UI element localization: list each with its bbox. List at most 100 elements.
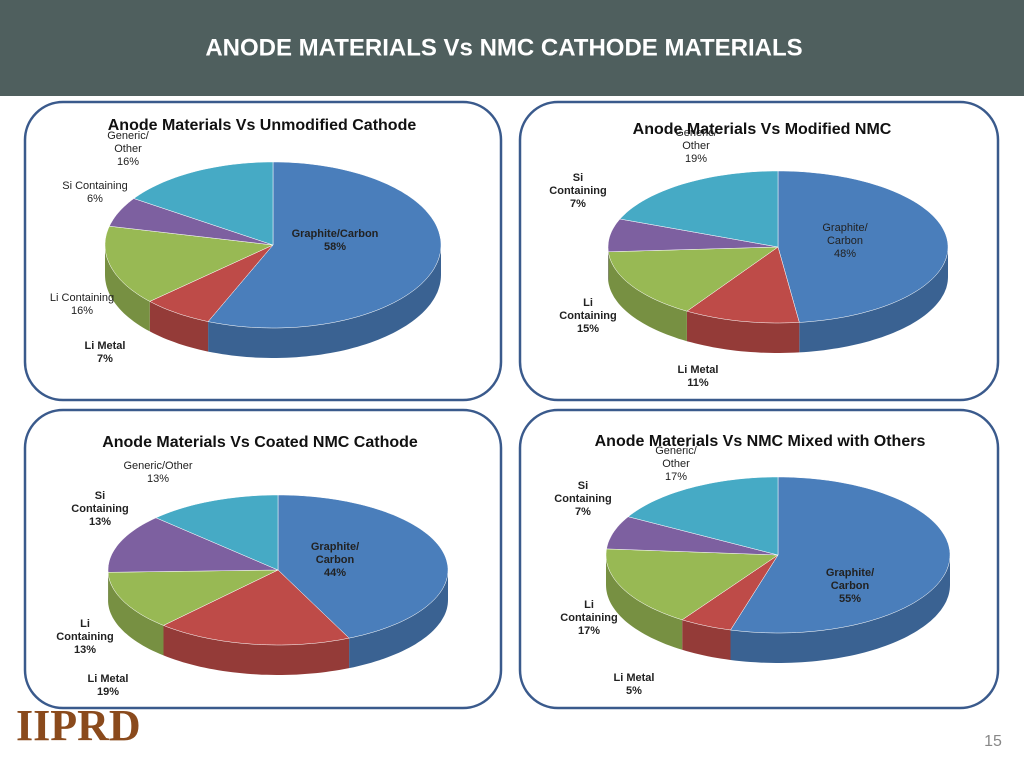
- slice: [681, 554, 779, 631]
- slice: [686, 246, 800, 324]
- slice: [133, 161, 274, 246]
- label-name: Li Containing: [49, 292, 115, 304]
- label-value: 5%: [626, 685, 642, 697]
- panel: [23, 408, 503, 710]
- label-name: Generic/ Other: [675, 127, 717, 152]
- slice: [608, 246, 779, 312]
- chart-title: Anode Materials Vs Unmodified Cathode: [108, 117, 417, 134]
- data-label: Si Containing 7%: [543, 172, 613, 211]
- label-value: 13%: [146, 473, 170, 485]
- page-number: 15: [984, 733, 1002, 750]
- data-label: Generic/ Other 19%: [671, 127, 721, 166]
- slice-side: [730, 555, 950, 663]
- data-label: Graphite/Carbon 58%: [280, 228, 390, 254]
- chart-title: Anode Materials Vs Coated NMC Cathode: [102, 434, 418, 451]
- slice-side: [686, 311, 800, 353]
- data-label: Si Containing 13%: [65, 490, 135, 529]
- label-value: 7%: [575, 506, 591, 518]
- label-value: 19%: [96, 686, 120, 698]
- label-name: Li Metal: [87, 673, 129, 685]
- slice-side: [208, 245, 441, 358]
- slice-side: [163, 625, 350, 675]
- chart-title: Anode Materials Vs NMC Mixed with Others: [595, 433, 926, 450]
- data-label: Si Containing 6%: [60, 180, 130, 206]
- label-value: 48%: [833, 248, 857, 260]
- slice: [109, 198, 274, 246]
- label-name: Li Containing: [56, 618, 114, 643]
- slice: [207, 161, 442, 329]
- label-value: 16%: [70, 305, 94, 317]
- label-value: 13%: [73, 644, 97, 656]
- label-name: Li Metal: [677, 364, 719, 376]
- label-name: Generic/Other: [123, 460, 193, 472]
- label-name: Graphite/ Carbon: [310, 541, 360, 566]
- label-name: Si Containing: [62, 180, 128, 192]
- slice: [607, 218, 779, 253]
- slice-side: [105, 245, 150, 332]
- label-name: Generic/ Other: [655, 445, 697, 470]
- slice: [730, 476, 951, 634]
- slice: [107, 517, 279, 573]
- slice-side: [349, 570, 448, 669]
- panel: [518, 100, 1000, 402]
- data-label: Li Metal 19%: [73, 673, 143, 699]
- slice: [619, 170, 779, 248]
- slice: [277, 494, 449, 639]
- panel: [23, 100, 503, 402]
- data-label: Li Metal 5%: [599, 672, 669, 698]
- label-value: 11%: [687, 377, 709, 389]
- data-label: Generic/ Other 17%: [651, 445, 701, 484]
- label-value: 13%: [88, 516, 112, 528]
- slice: [606, 516, 779, 556]
- data-label: Li Containing 17%: [554, 599, 624, 638]
- data-label: Si Containing 7%: [548, 480, 618, 519]
- data-label: Graphite/ Carbon 44%: [305, 541, 365, 580]
- label-value: 6%: [87, 193, 103, 205]
- slice: [605, 548, 779, 621]
- data-label: Li Metal 11%: [663, 364, 733, 390]
- data-label: Graphite/ Carbon 55%: [820, 567, 880, 606]
- slice-side: [608, 251, 687, 342]
- data-label: Li Containing 16%: [47, 292, 117, 318]
- data-label: Generic/ Other 16%: [98, 130, 158, 169]
- label-value: 7%: [570, 198, 586, 210]
- slide-title: ANODE MATERIALS Vs NMC CATHODE MATERIALS: [205, 34, 802, 61]
- data-label: Li Metal 7%: [70, 340, 140, 366]
- slice-side: [149, 301, 209, 352]
- label-name: Graphite/Carbon: [291, 228, 379, 240]
- slice-side: [682, 619, 731, 660]
- header-bar: [0, 0, 1024, 96]
- chart-title: Anode Materials Vs Modified NMC: [633, 121, 892, 138]
- label-name: Li Metal: [613, 672, 655, 684]
- slice: [777, 170, 949, 323]
- label-name: Generic/ Other: [107, 130, 149, 155]
- label-value: 58%: [323, 241, 347, 253]
- label-value: 55%: [838, 593, 862, 605]
- slice: [107, 569, 279, 626]
- slice-side: [108, 572, 164, 656]
- label-value: 17%: [664, 471, 688, 483]
- label-value: 17%: [577, 625, 601, 637]
- label-name: Graphite/ Carbon: [825, 567, 875, 592]
- slice: [627, 476, 779, 556]
- data-label: Li Containing 15%: [553, 297, 623, 336]
- label-value: 16%: [116, 156, 140, 168]
- slice-side: [799, 247, 948, 353]
- label-name: Li Metal: [84, 340, 126, 352]
- label-name: Si Containing: [549, 172, 607, 197]
- label-name: Li Containing: [559, 297, 617, 322]
- data-label: Graphite/ Carbon 48%: [815, 222, 875, 261]
- slice: [149, 244, 274, 322]
- label-name: Si Containing: [554, 480, 612, 505]
- slice: [162, 569, 350, 646]
- label-name: Graphite/ Carbon: [822, 222, 868, 247]
- logo: IIPRD: [16, 701, 141, 750]
- panel: [518, 408, 1000, 710]
- label-value: 44%: [323, 567, 347, 579]
- data-label: Generic/Other 13%: [103, 460, 213, 486]
- label-value: 7%: [97, 353, 113, 365]
- slice: [155, 494, 279, 571]
- label-value: 19%: [684, 153, 708, 165]
- slice-side: [606, 555, 683, 650]
